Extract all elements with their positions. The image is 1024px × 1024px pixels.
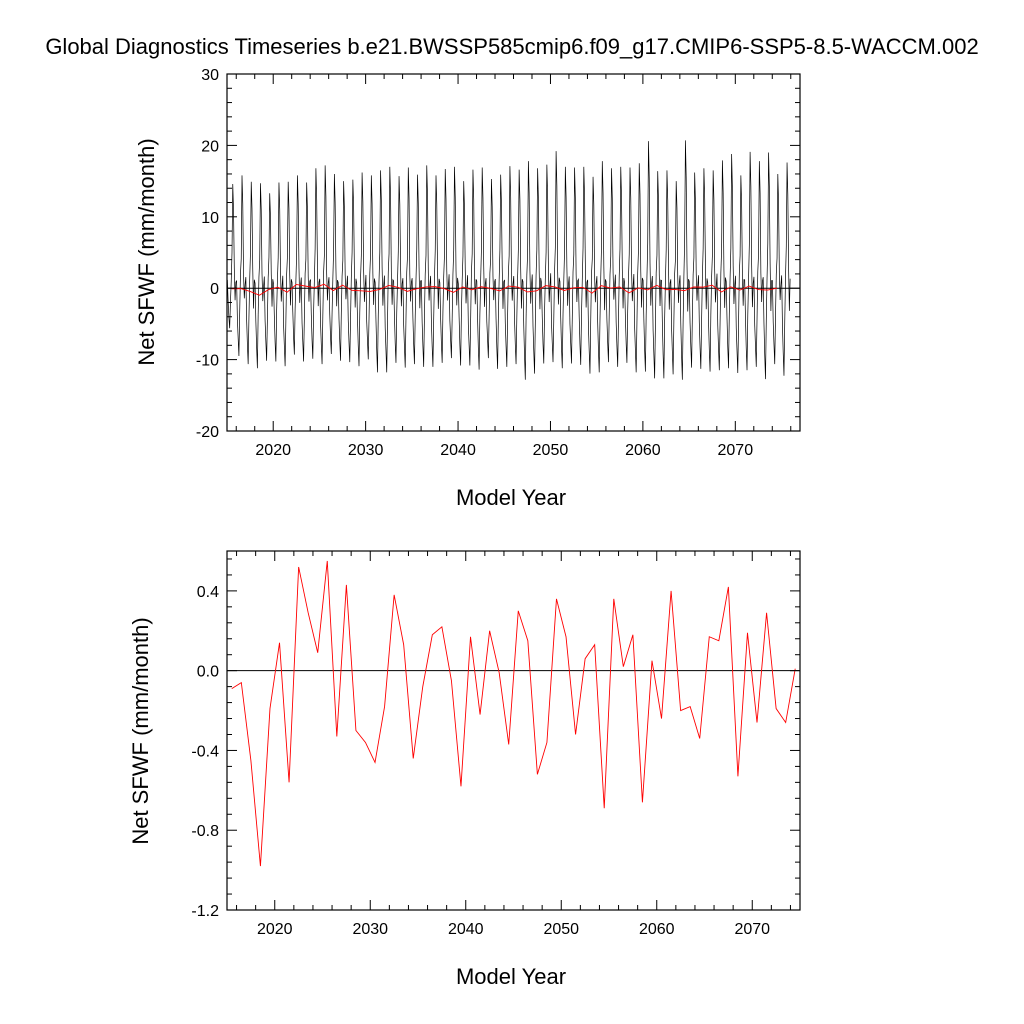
top-ylabel: Net SFWF (mm/month) bbox=[134, 138, 159, 365]
y-tick-label: 30 bbox=[201, 67, 219, 84]
y-tick-label: -0.8 bbox=[191, 823, 219, 840]
bottom-ylabel: Net SFWF (mm/month) bbox=[128, 617, 153, 844]
y-tick-label: 0.0 bbox=[197, 664, 219, 681]
x-tick-label: 2070 bbox=[734, 921, 770, 938]
top-xlabel: Model Year bbox=[456, 485, 566, 510]
plot-frame bbox=[226, 73, 801, 432]
y-tick-label: 20 bbox=[201, 138, 219, 155]
bottom-panel: Net SFWF (mm/month) Model Year 2020 2030 2… bbox=[128, 550, 801, 989]
x-tick-label: 2060 bbox=[639, 921, 675, 938]
x-tick-label: 2060 bbox=[625, 442, 661, 459]
series-line-1 bbox=[231, 283, 777, 296]
x-tick-label: 2030 bbox=[348, 442, 384, 459]
top-panel: Net SFWF (mm/month) Model Year 2020 2030 2… bbox=[134, 67, 801, 510]
x-tick-label: 2020 bbox=[257, 921, 293, 938]
y-tick-label: -20 bbox=[196, 424, 219, 441]
y-tick-label: 0.4 bbox=[197, 584, 219, 601]
y-tick-label: -1.2 bbox=[191, 903, 219, 920]
series-line-0 bbox=[227, 140, 791, 380]
figure-title: Global Diagnostics Timeseries b.e21.BWSS… bbox=[45, 34, 979, 59]
x-tick-label: 2040 bbox=[448, 921, 484, 938]
y-tick-label: -10 bbox=[196, 353, 219, 370]
x-tick-label: 2040 bbox=[440, 442, 476, 459]
y-tick-label: -0.4 bbox=[191, 743, 219, 760]
plot-frame bbox=[226, 550, 801, 911]
bottom-xlabel: Model Year bbox=[456, 964, 566, 989]
x-tick-label: 2050 bbox=[543, 921, 579, 938]
y-tick-label: 0 bbox=[210, 281, 219, 298]
x-tick-label: 2070 bbox=[718, 442, 754, 459]
series-line-0 bbox=[231, 560, 796, 867]
x-tick-label: 2050 bbox=[533, 442, 569, 459]
y-tick-label: 10 bbox=[201, 210, 219, 227]
x-tick-label: 2020 bbox=[255, 442, 291, 459]
x-tick-label: 2030 bbox=[352, 921, 388, 938]
